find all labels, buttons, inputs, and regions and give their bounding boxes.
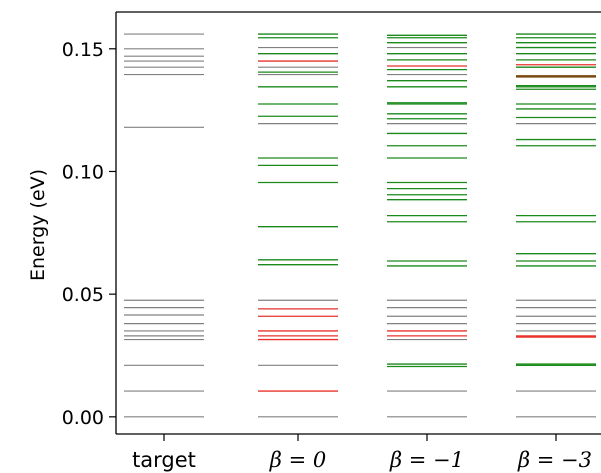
y-tick-label-0: 0.00 <box>62 407 104 429</box>
level-column-b0 <box>258 33 338 418</box>
x-tick-label-b0: β = 0 <box>269 448 326 472</box>
level-column-target <box>124 33 204 418</box>
y-tick-label-1: 0.05 <box>62 284 104 306</box>
y-tick-label-3: 0.15 <box>62 39 104 61</box>
x-tick-label-bm1: β = −1 <box>389 448 464 472</box>
y-ticks: 0.00 0.05 0.10 0.15 <box>62 39 116 429</box>
x-tick-label-bm3: β = −3 <box>517 448 592 472</box>
energy-levels <box>124 33 596 418</box>
x-tick-label-target: target <box>132 448 196 472</box>
x-ticks: target β = 0 β = −1 β = −3 <box>132 434 592 472</box>
axes <box>115 11 601 435</box>
level-column-bm1 <box>387 34 467 418</box>
level-column-bm3 <box>516 33 596 418</box>
y-tick-label-2: 0.10 <box>62 161 104 183</box>
y-axis-title: Energy (eV) <box>27 169 49 281</box>
